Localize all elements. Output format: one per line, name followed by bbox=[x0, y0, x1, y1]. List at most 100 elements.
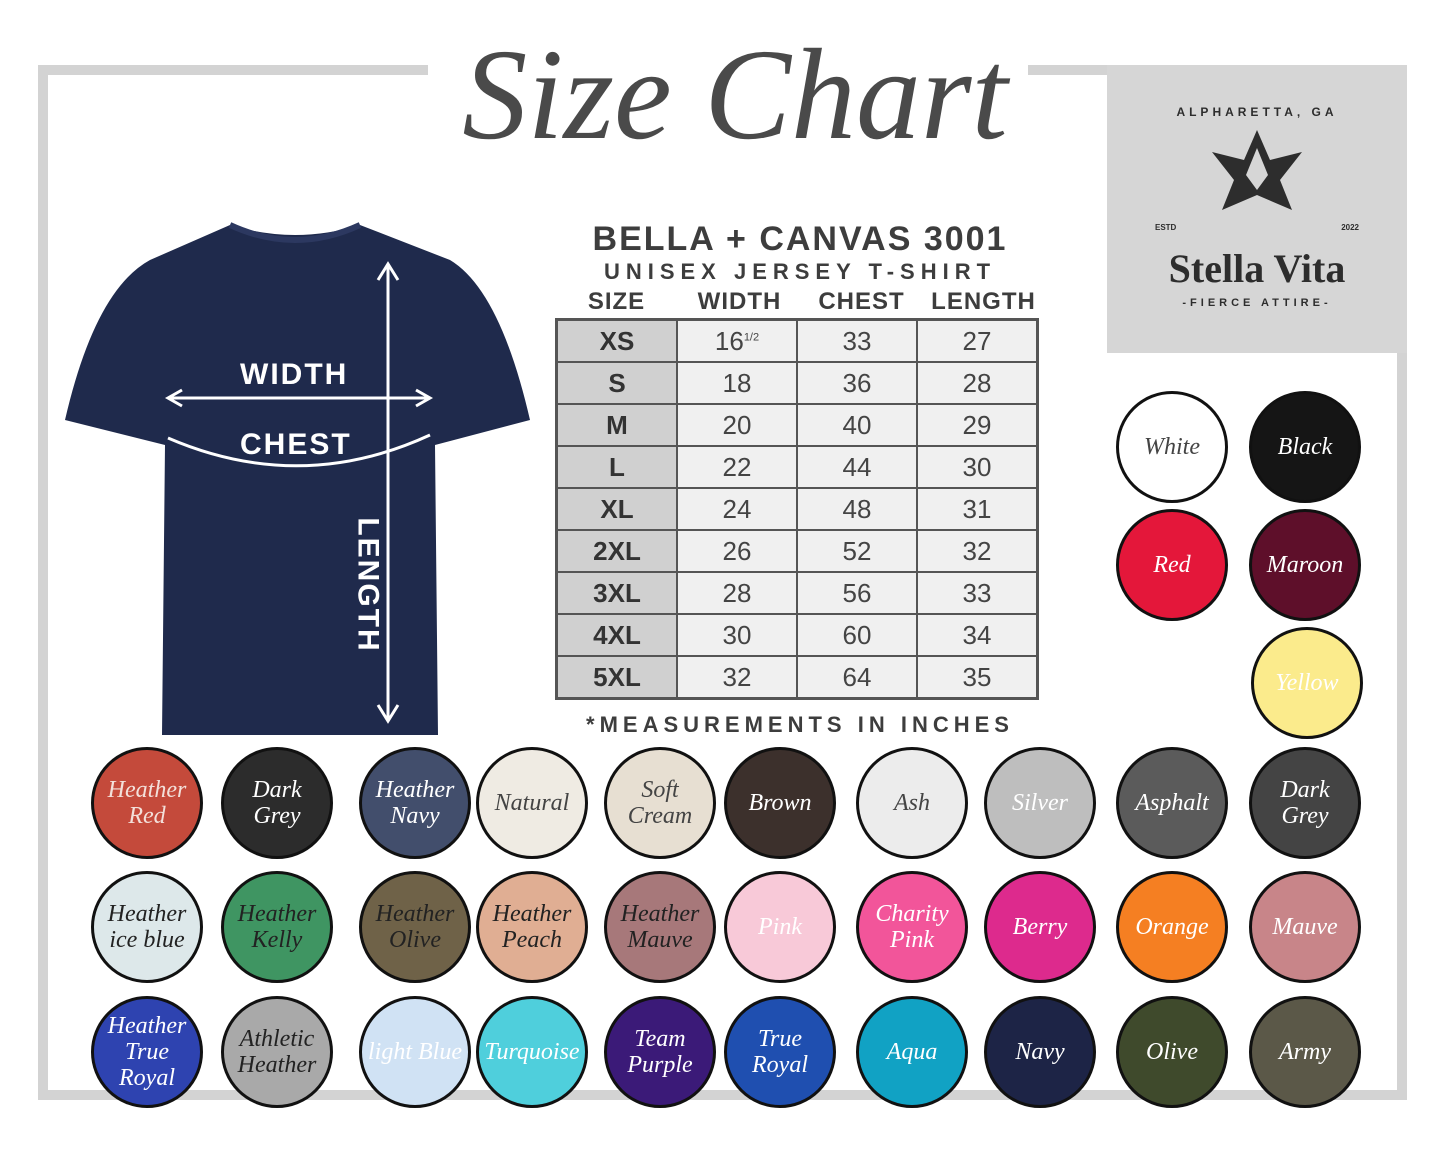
cell-value: 28 bbox=[962, 367, 992, 398]
color-swatch[interactable]: Soft Cream bbox=[604, 747, 716, 859]
cell-value: 52 bbox=[842, 535, 872, 566]
size-cell: XL bbox=[555, 487, 678, 531]
color-swatch[interactable]: Yellow bbox=[1251, 627, 1363, 739]
tshirt-illustration bbox=[65, 222, 530, 735]
fraction: 1/2 bbox=[743, 330, 760, 343]
col-header-size: SIZE bbox=[587, 288, 646, 315]
width-cell: 26 bbox=[676, 529, 798, 573]
size-cell: 3XL bbox=[555, 571, 678, 615]
length-cell: 34 bbox=[916, 613, 1039, 657]
chest-cell: 64 bbox=[796, 655, 918, 700]
color-swatch[interactable]: Dark Grey bbox=[1249, 747, 1361, 859]
cell-value: 30 bbox=[722, 619, 752, 650]
length-cell: 33 bbox=[916, 571, 1039, 615]
title-background bbox=[428, 50, 1028, 90]
size-cell: M bbox=[555, 403, 678, 447]
color-swatch[interactable]: True Royal bbox=[724, 996, 836, 1108]
cell-value: 2XL bbox=[593, 535, 641, 566]
cell-value: 3XL bbox=[593, 577, 641, 608]
table-row: S 18 36 28 bbox=[555, 361, 1039, 405]
cell-value: 56 bbox=[842, 577, 872, 608]
table-row: L 22 44 30 bbox=[555, 445, 1039, 489]
chest-cell: 40 bbox=[796, 403, 918, 447]
length-cell: 28 bbox=[916, 361, 1039, 405]
table-row: 4XL 30 60 34 bbox=[555, 613, 1039, 657]
measurement-note: *MEASUREMENTS IN INCHES bbox=[586, 712, 1014, 737]
color-swatch[interactable]: Pink bbox=[724, 871, 836, 983]
color-swatch[interactable]: Heather Peach bbox=[476, 871, 588, 983]
cell-value: 18 bbox=[722, 367, 752, 398]
color-swatch[interactable]: White bbox=[1116, 391, 1228, 503]
cell-value: 20 bbox=[722, 409, 752, 440]
size-cell: 2XL bbox=[555, 529, 678, 573]
product-name: BELLA + CANVAS 3001 bbox=[592, 220, 1008, 258]
length-cell: 32 bbox=[916, 529, 1039, 573]
size-cell: 4XL bbox=[555, 613, 678, 657]
logo-tagline: -FIERCE ATTIRE- bbox=[1182, 297, 1332, 309]
color-swatch[interactable]: Orange bbox=[1116, 871, 1228, 983]
color-swatch[interactable]: Team Purple bbox=[604, 996, 716, 1108]
cell-value: 35 bbox=[962, 661, 992, 692]
length-cell: 27 bbox=[916, 318, 1039, 363]
cell-value: 4XL bbox=[593, 619, 641, 650]
table-row: XL 24 48 31 bbox=[555, 487, 1039, 531]
length-label: LENGTH bbox=[351, 517, 385, 653]
color-swatch[interactable]: Olive bbox=[1116, 996, 1228, 1108]
cell-value: 40 bbox=[842, 409, 872, 440]
color-swatch[interactable]: Turquoise bbox=[476, 996, 588, 1108]
color-swatch[interactable]: Navy bbox=[984, 996, 1096, 1108]
color-swatch[interactable]: Ash bbox=[856, 747, 968, 859]
width-cell: 22 bbox=[676, 445, 798, 489]
color-swatch[interactable]: Heather Red bbox=[91, 747, 203, 859]
color-swatch[interactable]: light Blue bbox=[359, 996, 471, 1108]
color-swatch[interactable]: Mauve bbox=[1249, 871, 1361, 983]
cell-value: 29 bbox=[962, 409, 992, 440]
color-swatch[interactable]: Aqua bbox=[856, 996, 968, 1108]
table-row: XS 161/2 33 27 bbox=[555, 318, 1039, 363]
color-swatch[interactable]: Brown bbox=[724, 747, 836, 859]
cell-value: 16 bbox=[714, 325, 744, 356]
color-swatch[interactable]: Berry bbox=[984, 871, 1096, 983]
color-swatch[interactable]: Heather Mauve bbox=[604, 871, 716, 983]
star-icon bbox=[1212, 130, 1302, 210]
cell-value: 36 bbox=[842, 367, 872, 398]
cell-value: 33 bbox=[842, 325, 872, 356]
length-cell: 35 bbox=[916, 655, 1039, 700]
color-swatch[interactable]: Athletic Heather bbox=[221, 996, 333, 1108]
color-swatch[interactable]: Red bbox=[1116, 509, 1228, 621]
chest-cell: 36 bbox=[796, 361, 918, 405]
table-row: 3XL 28 56 33 bbox=[555, 571, 1039, 615]
size-cell: L bbox=[555, 445, 678, 489]
size-table: XS 161/2 33 27 S 18 36 28 M 20 40 29 L 22 44 30 XL 24 48 31… bbox=[555, 318, 1039, 700]
width-cell: 32 bbox=[676, 655, 798, 700]
color-swatch[interactable]: Heather Olive bbox=[359, 871, 471, 983]
color-swatch[interactable]: Heather ice blue bbox=[91, 871, 203, 983]
color-swatch[interactable]: Black bbox=[1249, 391, 1361, 503]
cell-value: 34 bbox=[962, 619, 992, 650]
width-cell: 30 bbox=[676, 613, 798, 657]
chest-cell: 44 bbox=[796, 445, 918, 489]
color-swatch[interactable]: Natural bbox=[476, 747, 588, 859]
brand-logo: ALPHARETTA, GA ESTD 2022 Stella Vita -FI… bbox=[1107, 65, 1407, 353]
color-swatch[interactable]: Silver bbox=[984, 747, 1096, 859]
cell-value: XL bbox=[600, 493, 634, 524]
color-swatch[interactable]: Charity Pink bbox=[856, 871, 968, 983]
color-swatch[interactable]: Dark Grey bbox=[221, 747, 333, 859]
width-cell: 161/2 bbox=[676, 318, 798, 363]
cell-value: 28 bbox=[722, 577, 752, 608]
width-cell: 20 bbox=[676, 403, 798, 447]
cell-value: 26 bbox=[722, 535, 752, 566]
chest-cell: 56 bbox=[796, 571, 918, 615]
color-swatch[interactable]: Heather Navy bbox=[359, 747, 471, 859]
cell-value: 30 bbox=[962, 451, 992, 482]
color-swatch[interactable]: Maroon bbox=[1249, 509, 1361, 621]
color-swatch[interactable]: Heather Kelly bbox=[221, 871, 333, 983]
color-swatch[interactable]: Heather True Royal bbox=[91, 996, 203, 1108]
logo-city: ALPHARETTA, GA bbox=[1176, 105, 1338, 119]
color-swatch[interactable]: Army bbox=[1249, 996, 1361, 1108]
color-swatch[interactable]: Asphalt bbox=[1116, 747, 1228, 859]
width-cell: 24 bbox=[676, 487, 798, 531]
size-cell: S bbox=[555, 361, 678, 405]
cell-value: 32 bbox=[962, 535, 992, 566]
cell-value: 44 bbox=[842, 451, 872, 482]
